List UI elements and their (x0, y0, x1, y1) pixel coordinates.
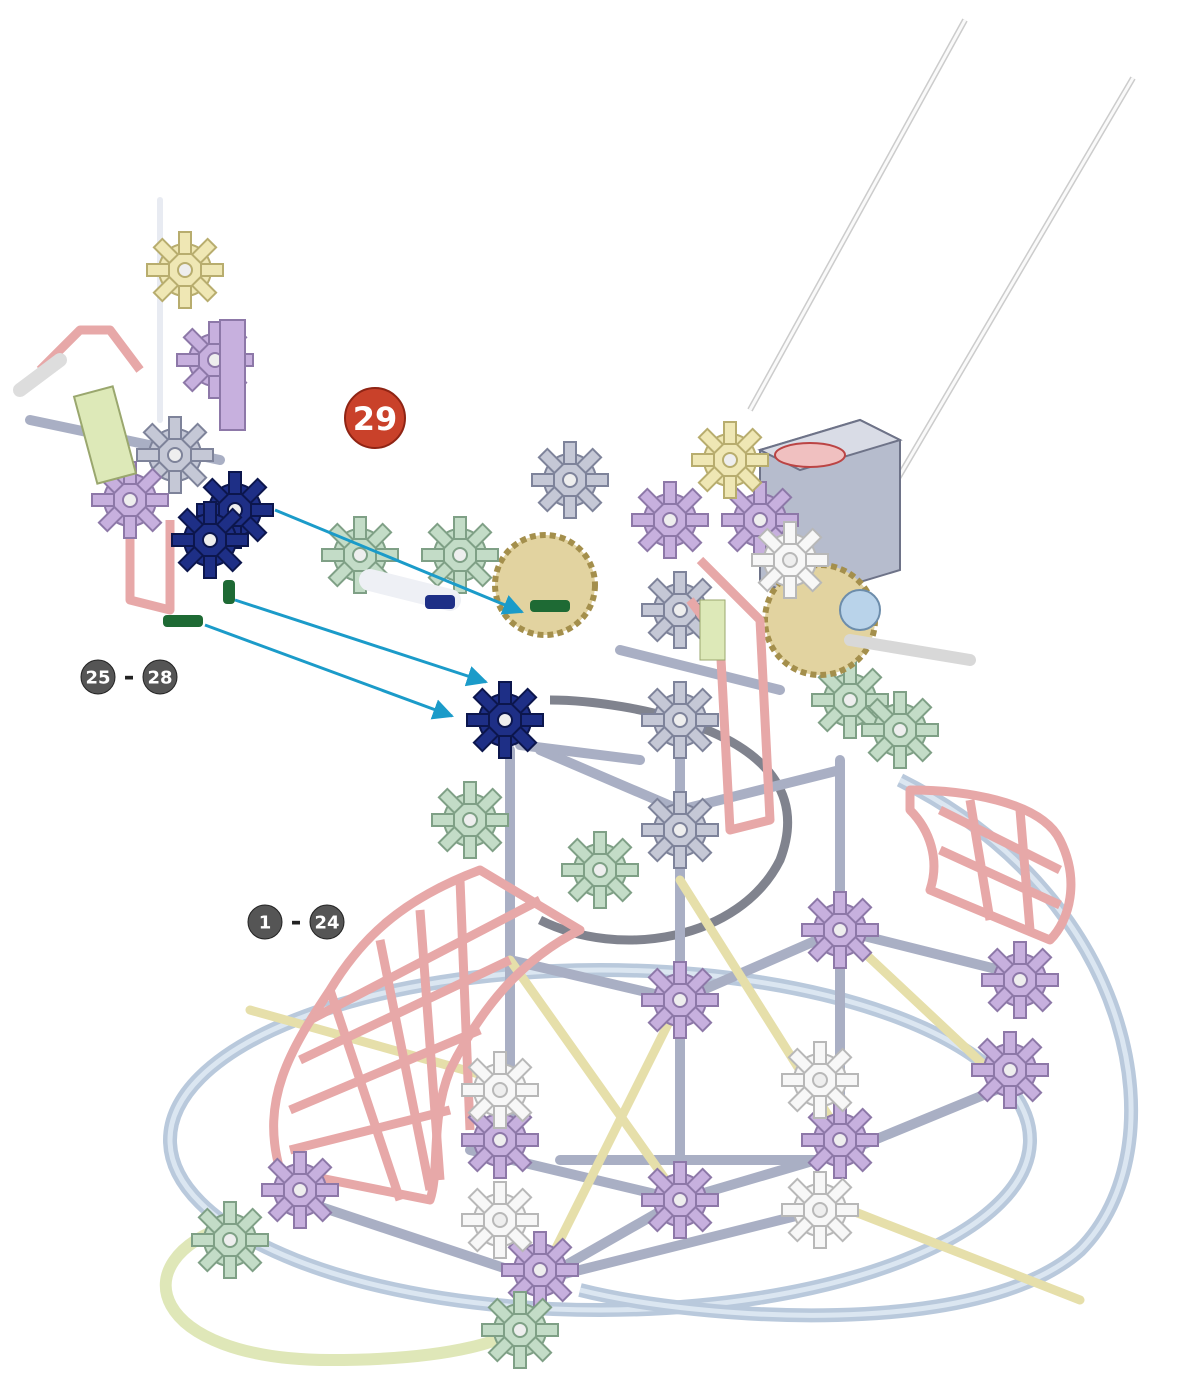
pink-grids (36, 325, 1076, 1205)
step-to: 28 (147, 668, 172, 689)
tubes (159, 695, 1139, 1367)
previous-steps-1-24: 1 - 24 (247, 904, 345, 940)
step-badge: 29 (344, 387, 406, 449)
step-to: 24 (314, 913, 339, 934)
step-from: 25 (85, 668, 110, 689)
left-assembly (13, 197, 570, 627)
step-number: 29 (353, 400, 398, 438)
arrows (204, 508, 524, 720)
step-from: 1 (259, 913, 272, 934)
previous-steps-25-28: 25 - 28 (80, 659, 178, 695)
step-separator: - (124, 662, 135, 692)
step-separator: - (291, 907, 302, 937)
